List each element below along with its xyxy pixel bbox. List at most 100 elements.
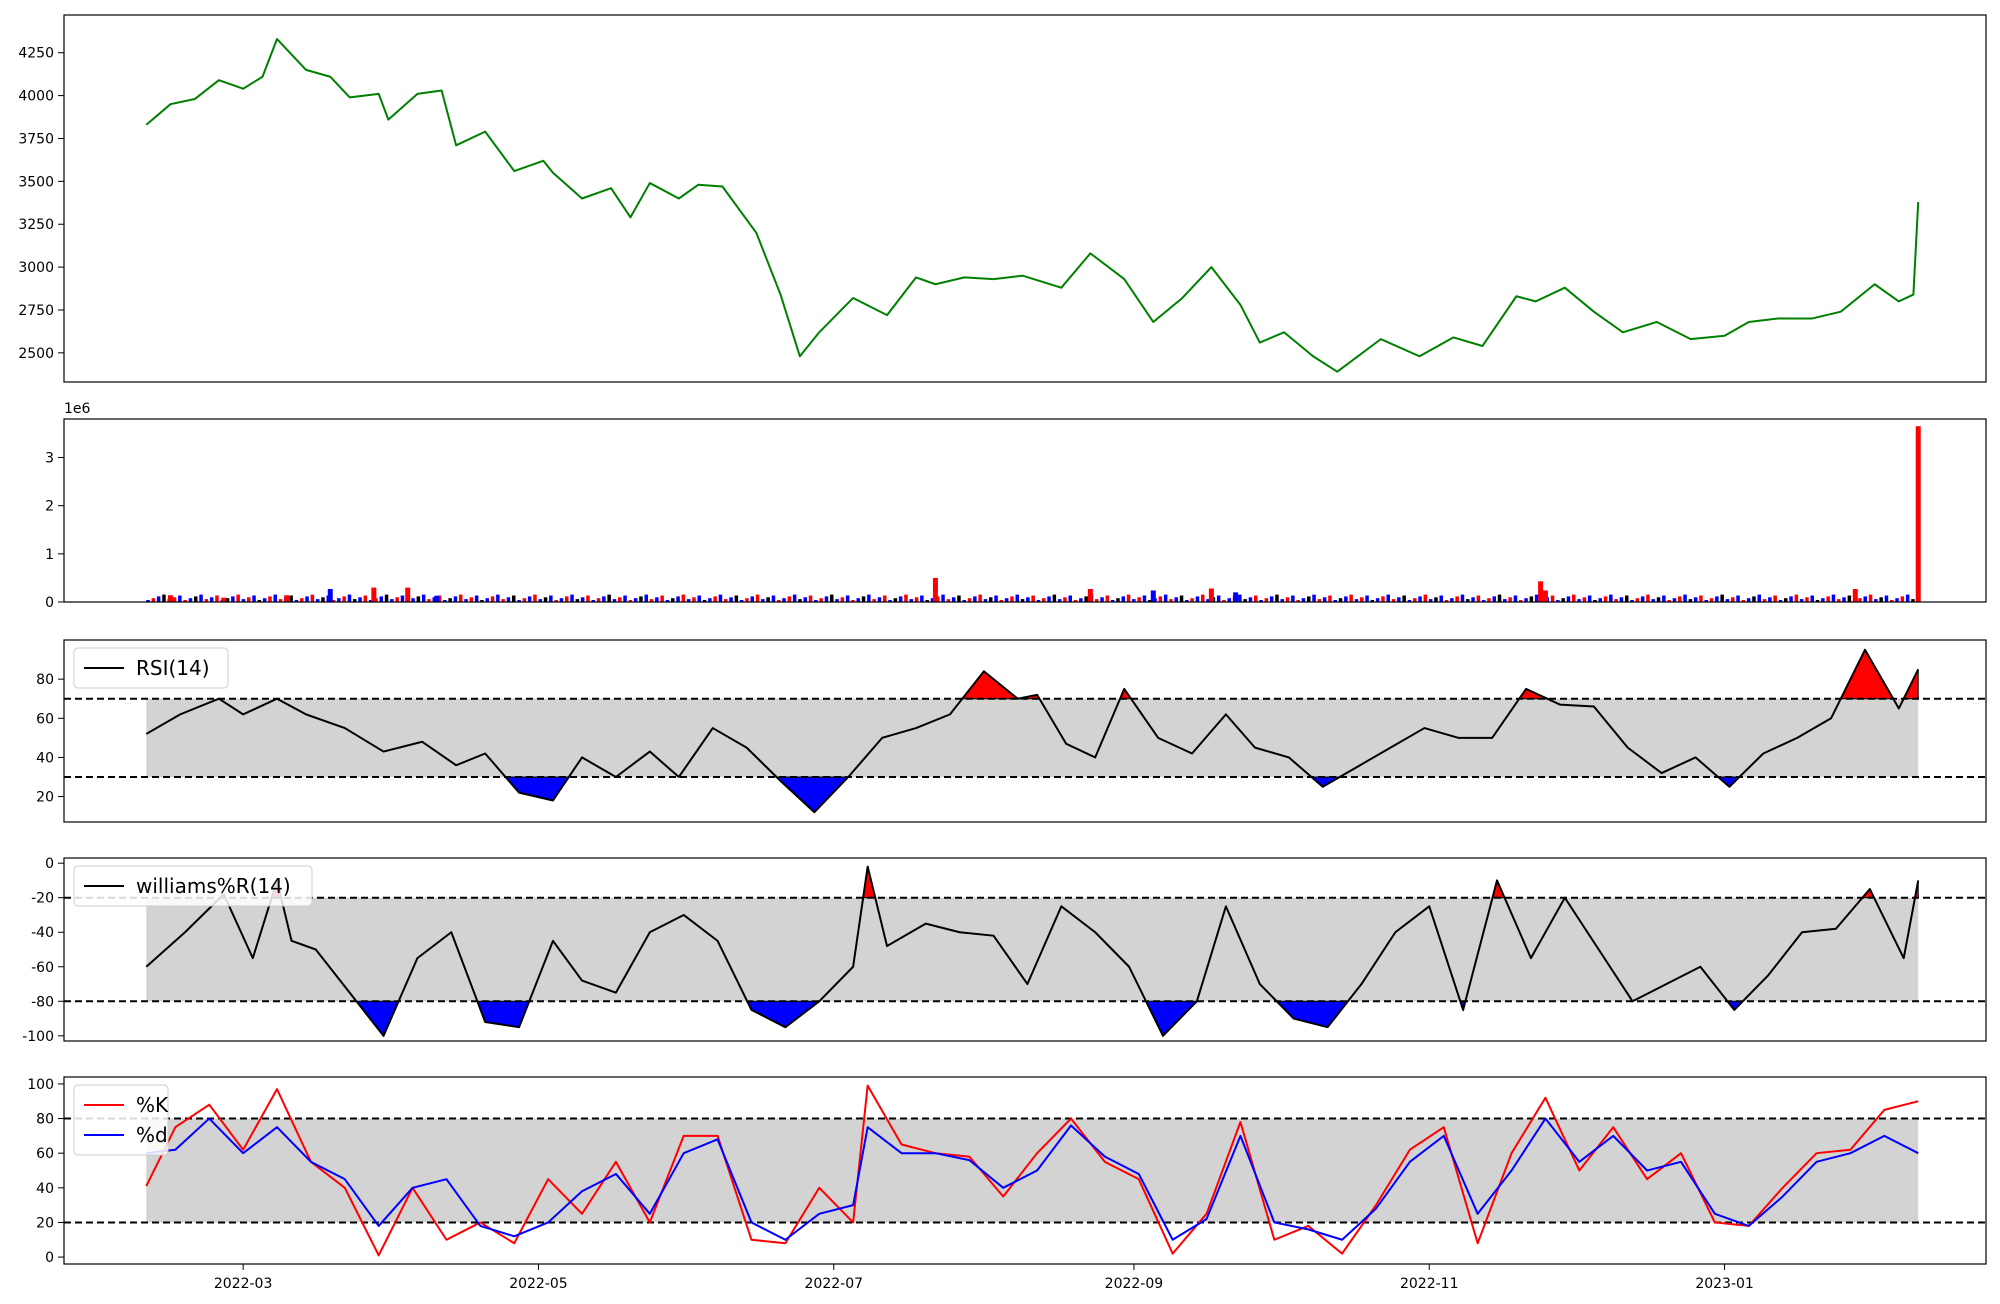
volume-bar-small [1874,599,1878,602]
volume-bar-small [1386,594,1391,602]
volume-bar-small [1460,594,1465,602]
volume-bar-small [1142,595,1147,602]
volume-bar-small [268,596,272,602]
volume-bar-small [724,599,728,602]
volume-bar-small [559,598,564,602]
volume-bar-small [1227,598,1232,602]
volume-bar-small [565,596,569,602]
panel-frame-4 [63,1076,1987,1265]
volume-bar-small [183,600,187,602]
volume-bar-small [792,594,797,602]
overbought-fill [1839,648,1895,700]
y-tick-label: -80 [31,994,54,1010]
volume-bar-small [358,597,362,602]
volume-bar-small [469,597,474,602]
volume-bar-small [1349,594,1353,602]
volume-bar-small [586,595,590,602]
legend-box-3 [73,865,313,907]
x-tick-label: 2022-03 [214,1276,273,1292]
volume-bar-small [194,596,198,602]
volume-bar [405,587,411,602]
volume-bar-small [957,595,961,602]
volume-bar-small [618,597,622,602]
volume-bar-small [967,598,972,602]
volume-bar-small [1741,600,1746,602]
volume-bar-small [1550,595,1555,602]
volume-bar-small [1635,598,1640,602]
volume-bar-small [893,598,898,602]
volume-bar-small [1736,595,1740,602]
volume-bar-small [761,599,765,602]
volume-bar-small [1895,598,1899,602]
y-tick-label: 20 [36,1215,54,1231]
volume-bar-small [1381,596,1385,602]
volume-bar-small [1264,598,1269,602]
band-fill-2 [146,698,1919,777]
volume-bar-small [1206,599,1210,602]
volume-bar-small [1805,597,1809,602]
volume-bar-small [400,595,405,602]
volume-bar-small [989,597,993,602]
legend-label: %K [136,1093,169,1117]
series-line-williams-r-14- [145,865,1920,1037]
y-tick-label: 80 [36,672,54,688]
volume-bar-small [496,594,500,602]
volume-bar-small [1905,594,1910,602]
volume-bar-small [231,596,235,602]
volume-bar [168,595,174,602]
volume-bar-small [1413,598,1417,602]
volume-bar-small [395,597,399,602]
volume-bar-small [1095,599,1099,602]
volume-bar-small [973,596,977,602]
volume-bar-small [1052,594,1057,602]
volume-bar-small [151,598,156,602]
volume-bar-small [824,596,829,602]
volume-bar-small [1890,600,1894,602]
x-tick-label: 2022-07 [805,1276,864,1292]
volume-bar-small [1476,595,1481,602]
volume-bar-small [930,598,935,602]
volume-bar-small [1678,596,1682,602]
volume-bar-small [241,599,246,602]
volume-bar-small [1863,596,1868,602]
volume-bar-small [702,600,707,602]
volume-bar-small [1773,595,1777,602]
volume-bar-small [1402,595,1406,602]
volume-bar [1150,590,1156,602]
volume-bar-small [729,597,733,602]
volume-bar-small [1799,599,1804,602]
series-line--d [146,1117,1919,1241]
volume-bar-small [549,595,553,602]
volume-bar-small [459,594,463,602]
volume-bar-small [188,598,193,602]
volume-bar-small [755,594,760,602]
volume-bar-small [1630,600,1634,602]
volume-bar-small [1397,597,1401,602]
volume-bar-small [1821,598,1825,602]
volume-bar-small [1731,597,1735,602]
volume-bar-small [1418,596,1422,602]
band-fill-4 [146,1118,1919,1223]
volume-bar-small [1116,598,1120,602]
legend-label: RSI(14) [136,656,210,680]
volume-bar-small [262,598,267,602]
volume-bar-small [808,595,813,602]
volume-bar-small [1132,599,1136,602]
y-tick-label: 60 [36,1146,54,1162]
oversold-fill [775,776,850,813]
volume-bar-small [1879,597,1883,602]
volume-bar-small [1216,595,1221,602]
volume-bar-small [1444,600,1449,602]
volume-bar-small [1683,594,1687,602]
volume-bar-small [607,594,611,602]
volume-bar-small [877,597,882,602]
panel-frame-2 [63,639,1987,823]
volume-bar-small [490,596,495,602]
volume-bar-small [1100,597,1104,602]
y-tick-label: 60 [36,711,54,727]
volume-bar-small [1778,600,1783,602]
volume-bar-small [1344,596,1348,602]
volume-bar-small [819,598,823,602]
volume-bar-small [1471,597,1475,602]
volume-bar-small [522,598,527,602]
